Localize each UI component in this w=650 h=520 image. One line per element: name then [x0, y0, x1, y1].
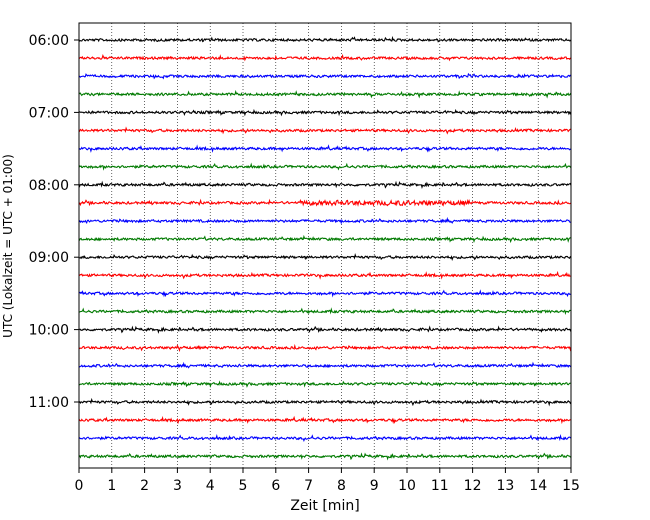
trace-10:45: [78, 380, 572, 388]
trace-09:15: [78, 270, 572, 280]
x-tick-label-7: 7: [304, 478, 313, 494]
x-axis-label: Zeit [min]: [290, 498, 359, 514]
x-tick-label-8: 8: [337, 478, 346, 494]
trace-08:30: [78, 216, 572, 225]
trace-11:45: [78, 452, 572, 461]
trace-06:45: [78, 89, 572, 99]
trace-07:00: [78, 108, 572, 117]
plot-area: [79, 23, 571, 468]
trace-09:30: [78, 289, 572, 298]
trace-07:45: [78, 162, 572, 171]
trace-08:15: [78, 198, 572, 207]
seismic-traces: [78, 35, 572, 461]
x-tick-label-4: 4: [206, 478, 215, 494]
grid-lines: [111, 23, 539, 468]
x-tick-label-5: 5: [239, 478, 248, 494]
y-tick-label-11:00: 11:00: [29, 395, 69, 411]
y-axis-label: UTC (Lokalzeit = UTC + 01:00): [1, 154, 15, 338]
trace-10:30: [78, 361, 572, 369]
y-tick-label-09:00: 09:00: [29, 250, 69, 266]
y-tick-label-08:00: 08:00: [29, 178, 69, 194]
x-tick-label-9: 9: [370, 478, 379, 494]
x-tick-label-11: 11: [431, 478, 449, 494]
trace-06:00: [78, 35, 572, 43]
x-tick-label-15: 15: [562, 478, 580, 494]
trace-07:30: [78, 144, 572, 153]
plot-frame: [78, 22, 572, 469]
trace-07:15: [78, 126, 572, 135]
x-tick-label-1: 1: [107, 478, 116, 494]
trace-10:00: [78, 325, 572, 334]
x-tick-label-13: 13: [496, 478, 514, 494]
trace-08:45: [78, 234, 572, 244]
trace-08:00: [78, 180, 572, 190]
trace-10:15: [78, 343, 572, 353]
x-tick-label-6: 6: [271, 478, 280, 494]
trace-11:15: [78, 415, 572, 425]
y-tick-label-10:00: 10:00: [29, 323, 69, 339]
x-axis-ticks: 0 1 2 3 4 5 6 7 8 9 10 11 12 13 14 15: [75, 468, 580, 494]
trace-09:00: [78, 253, 572, 262]
trace-06:30: [78, 72, 572, 80]
y-tick-label-06:00: 06:00: [29, 33, 69, 49]
x-tick-label-10: 10: [398, 478, 416, 494]
y-tick-label-07:00: 07:00: [29, 105, 69, 121]
trace-06:15: [78, 53, 572, 62]
trace-09:45: [78, 307, 572, 315]
y-axis-ticks: 06:00 07:00 08:00 09:00 10:00 11:00: [29, 33, 79, 411]
trace-11:00: [78, 397, 572, 407]
x-tick-label-14: 14: [529, 478, 547, 494]
x-tick-label-2: 2: [140, 478, 149, 494]
x-tick-label-3: 3: [173, 478, 182, 494]
trace-11:30: [78, 433, 572, 442]
x-tick-label-0: 0: [75, 478, 84, 494]
x-tick-label-12: 12: [464, 478, 482, 494]
